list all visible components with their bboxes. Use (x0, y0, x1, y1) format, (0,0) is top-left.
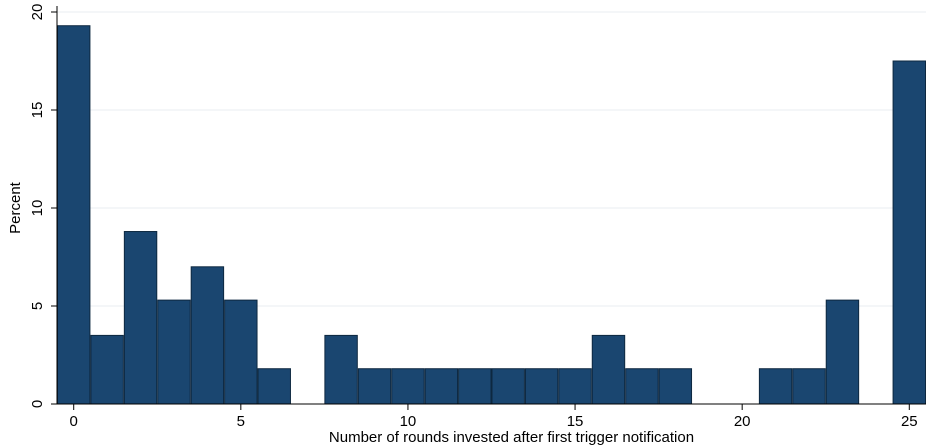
histogram-bar (892, 60, 926, 405)
histogram-bar (458, 368, 492, 405)
x-tick-label: 10 (400, 413, 417, 430)
y-tick-label: 5 (29, 302, 46, 310)
histogram-bar (658, 368, 693, 405)
histogram-bar (758, 368, 793, 405)
histogram-bar (90, 334, 124, 405)
x-tick-label: 0 (70, 413, 78, 430)
y-tick-label: 20 (29, 4, 46, 21)
y-tick-label: 15 (29, 102, 46, 119)
histogram-bar (558, 368, 592, 405)
histogram-bar (357, 368, 392, 405)
bars (57, 25, 926, 405)
histogram-bar (491, 368, 525, 405)
histogram-bar (257, 368, 291, 405)
axes (56, 6, 926, 405)
x-axis-label: Number of rounds invested after first tr… (329, 429, 694, 446)
x-tick-label: 15 (567, 413, 584, 430)
histogram-bar (625, 368, 659, 405)
histogram-bar (792, 368, 826, 405)
x-tick-label: 5 (237, 413, 245, 430)
histogram-bar (123, 231, 158, 405)
histogram-bar (524, 368, 559, 405)
x-tick-label: 20 (734, 413, 751, 430)
y-tick-label: 10 (29, 200, 46, 217)
histogram-bar (224, 299, 258, 405)
y-tick-label: 0 (29, 400, 46, 408)
histogram-bar (825, 299, 860, 405)
histogram-bar (424, 368, 459, 405)
histogram-bar (157, 299, 191, 405)
histogram-bar (391, 368, 425, 405)
y-axis-label: Percent (7, 181, 24, 234)
histogram-bar (324, 334, 358, 405)
gridlines (57, 11, 926, 307)
x-tick-label: 25 (901, 413, 918, 430)
histogram-bar (57, 25, 91, 405)
ticks: 0 5 10 15 20 25 0 5 10 15 20 (29, 4, 918, 430)
histogram-bar (591, 334, 626, 405)
histogram-bar (190, 266, 225, 405)
